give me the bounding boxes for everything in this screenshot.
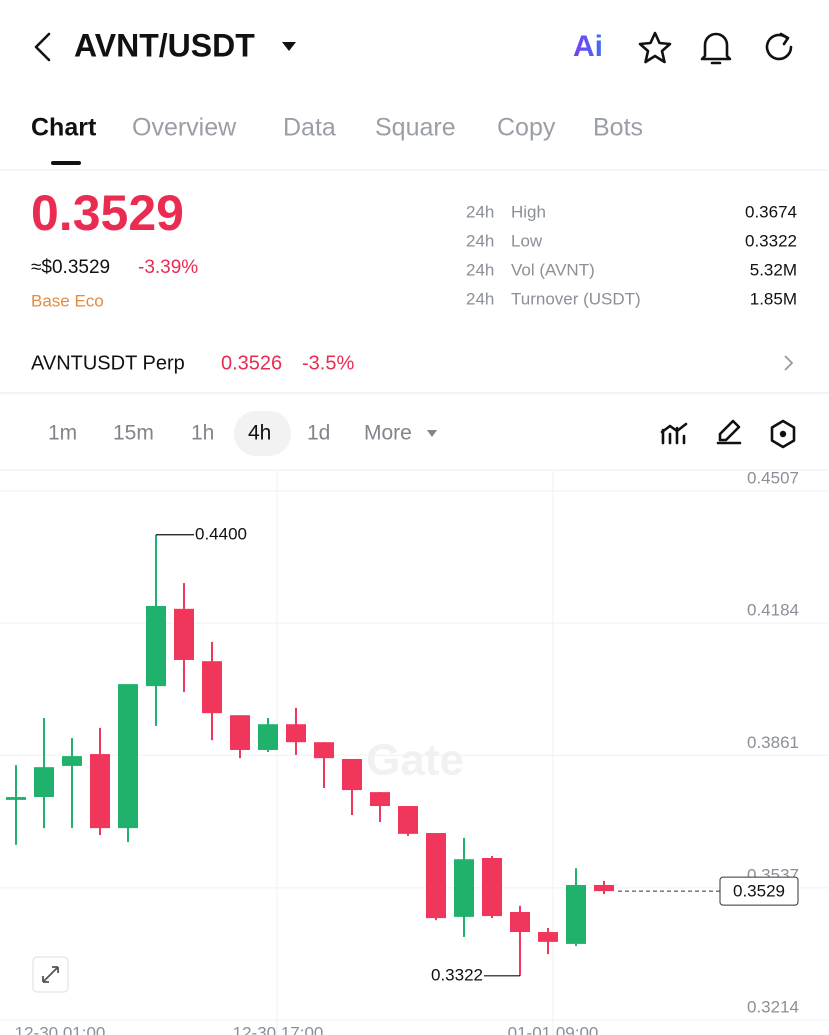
ecosystem-tag[interactable]: Base Eco [31, 291, 104, 310]
candle-body [426, 833, 446, 919]
candle-body [34, 767, 54, 798]
alert-button[interactable] [700, 32, 732, 65]
candle-body [594, 884, 614, 892]
settings-dot [779, 430, 787, 438]
fullscreen-icon [42, 966, 59, 983]
candle-body [510, 911, 530, 933]
favorite-button[interactable] [638, 31, 672, 64]
interval[interactable]: 1m [48, 422, 77, 445]
tab[interactable]: Bots [593, 114, 643, 142]
candle-body [566, 884, 586, 944]
candle-body [482, 857, 502, 917]
last-price-box [719, 876, 799, 906]
more-dropdown[interactable] [427, 430, 437, 437]
back-button[interactable] [34, 32, 51, 62]
stat-value: 0.3322 [745, 231, 797, 250]
y-tick-label: 0.3214 [747, 997, 799, 1016]
candle-body [146, 605, 166, 687]
tab[interactable]: Square [375, 114, 456, 142]
stat-value: 0.3674 [745, 202, 797, 221]
extreme-label: 0.3322 [431, 965, 483, 984]
interval[interactable]: 1h [191, 422, 214, 445]
stat-period: 24h [466, 202, 494, 221]
candle-body [174, 608, 194, 660]
fiat-price: ≈$0.3529 [31, 257, 110, 278]
stat-label: High [511, 202, 546, 221]
interval-selected-bg [234, 411, 291, 456]
candle-body [90, 754, 110, 829]
x-tick-label: 12-30 01:00 [15, 1023, 106, 1035]
candle-body [454, 859, 474, 917]
divider [0, 392, 829, 394]
stat-value: 5.32M [750, 260, 797, 279]
last-price-label: 0.3529 [733, 882, 785, 901]
candle-body [398, 806, 418, 834]
stat-period: 24h [466, 231, 494, 250]
stat-label: Low [511, 231, 543, 250]
interval[interactable]: 4h [248, 422, 271, 445]
interval[interactable]: 15m [113, 422, 154, 445]
watermark: Gate [366, 736, 464, 785]
candle-body [370, 792, 390, 807]
indicator-button[interactable] [660, 422, 688, 445]
interval[interactable]: More [364, 422, 412, 445]
perp-name[interactable]: AVNTUSDT Perp [31, 352, 185, 374]
candle-body [118, 684, 138, 829]
pair-dropdown[interactable] [282, 42, 296, 51]
tab[interactable]: Overview [132, 114, 237, 142]
candle-body [286, 724, 306, 743]
candle-body [258, 724, 278, 750]
perp-chevron[interactable] [784, 355, 794, 371]
tab[interactable]: Copy [497, 114, 556, 142]
candle-body [230, 715, 250, 750]
tab[interactable]: Chart [31, 114, 97, 142]
candle-body [538, 932, 558, 942]
stat-period: 24h [466, 289, 494, 308]
x-tick-label: 12-30 17:00 [233, 1023, 324, 1035]
pair-title[interactable]: AVNT/USDT [74, 27, 255, 63]
share-button[interactable] [765, 32, 793, 61]
settings-button[interactable] [770, 419, 796, 449]
stat-label: Turnover (USDT) [511, 289, 641, 308]
draw-button[interactable] [716, 419, 742, 445]
extreme-label: 0.4400 [195, 524, 247, 543]
last-price: 0.3529 [31, 185, 184, 241]
y-tick-label: 0.4184 [747, 601, 799, 620]
ai-button[interactable]: Ai [573, 30, 603, 63]
candle-body [62, 756, 82, 766]
candle-body [202, 661, 222, 714]
stat-period: 24h [466, 260, 494, 279]
y-tick-label: 0.4507 [747, 468, 799, 487]
y-tick-label: 0.3861 [747, 733, 799, 752]
interval[interactable]: 1d [307, 422, 330, 445]
x-tick-label: 01-01 09:00 [508, 1023, 599, 1035]
candle-body [6, 797, 26, 800]
candle-body [342, 758, 362, 791]
price-change: -3.39% [138, 257, 198, 278]
tab-indicator [51, 161, 81, 165]
stat-label: Vol (AVNT) [511, 260, 595, 279]
perp-price: 0.3526 [221, 352, 282, 374]
tab[interactable]: Data [283, 114, 336, 142]
candle-body [314, 742, 334, 759]
stat-value: 1.85M [750, 289, 797, 308]
perp-change: -3.5% [302, 352, 354, 374]
